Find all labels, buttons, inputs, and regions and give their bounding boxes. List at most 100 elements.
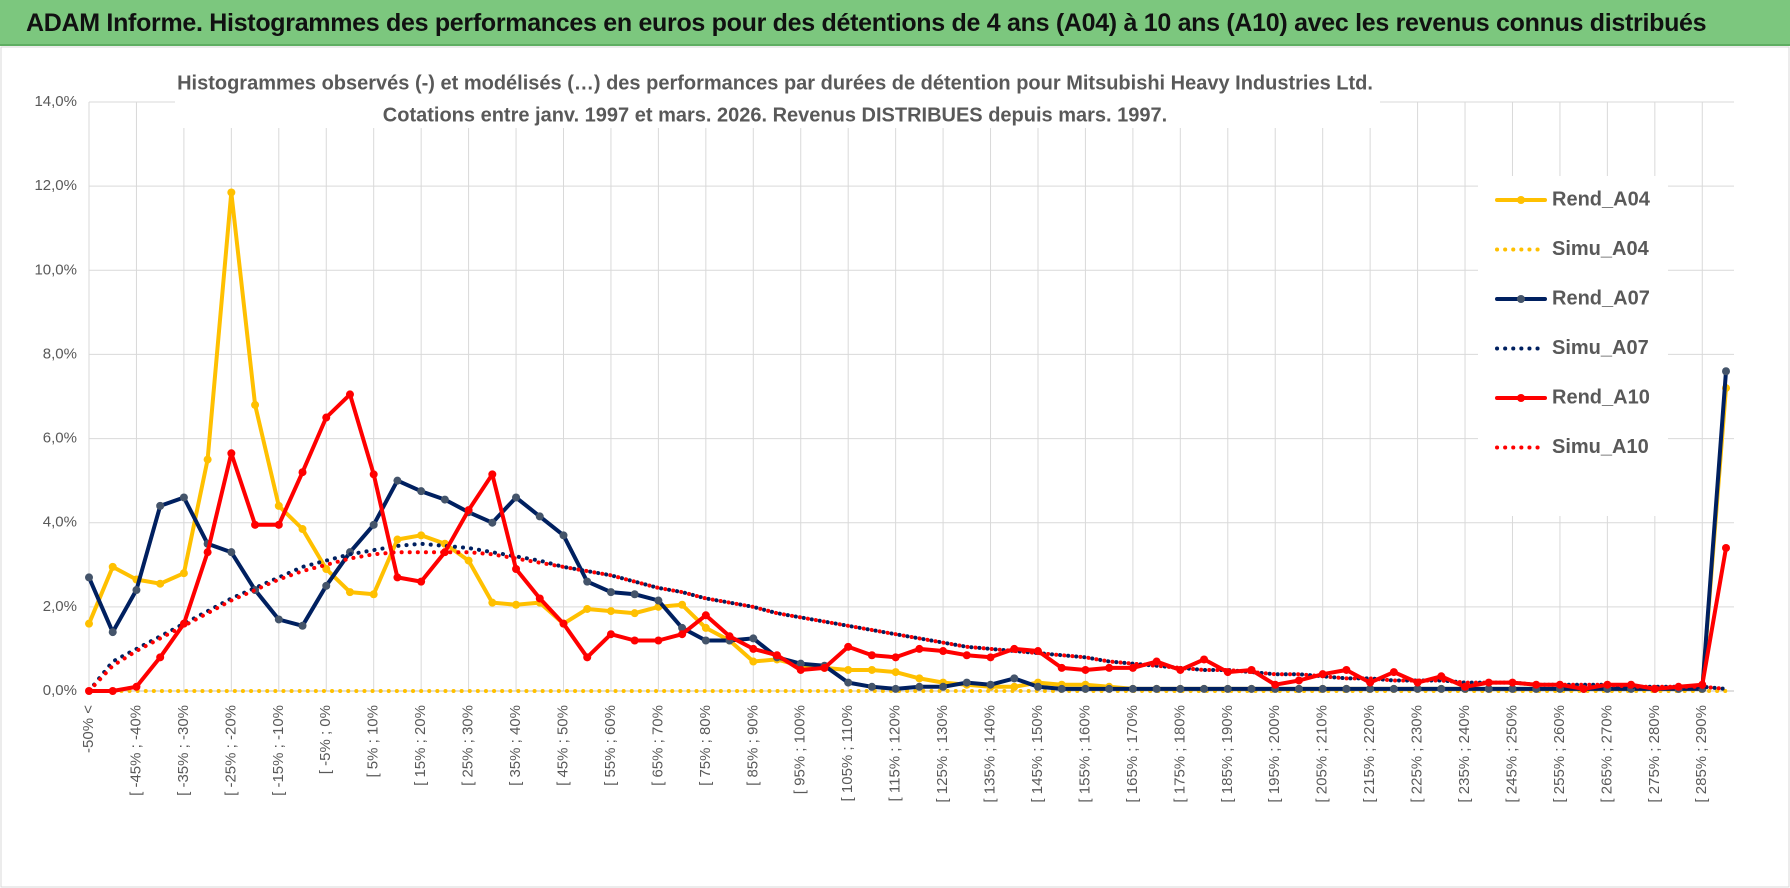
data-point bbox=[1579, 684, 1588, 693]
data-point bbox=[701, 611, 710, 620]
chart-title: Histogrammes observés (-) et modélisés (… bbox=[177, 72, 1373, 94]
x-tick-label: [ 65% ; 70% bbox=[649, 705, 666, 786]
x-tick-label: [ 275% ; 280% bbox=[1646, 705, 1663, 803]
x-tick-label: [ 265% ; 270% bbox=[1598, 705, 1615, 803]
x-tick-label: [ 255% ; 260% bbox=[1551, 705, 1568, 803]
x-tick-label: [ 35% ; 40% bbox=[507, 705, 524, 786]
data-point bbox=[1200, 655, 1209, 664]
data-point bbox=[488, 518, 497, 527]
data-point bbox=[867, 651, 876, 660]
data-point bbox=[417, 487, 426, 496]
data-point bbox=[132, 586, 141, 595]
data-point bbox=[630, 590, 639, 599]
header: ADAM Informe. Histogrammes des performan… bbox=[0, 0, 1790, 46]
y-tick-label: 12,0% bbox=[34, 177, 77, 194]
data-point bbox=[1437, 684, 1446, 693]
data-point bbox=[796, 659, 805, 668]
data-point bbox=[132, 682, 141, 691]
data-point bbox=[986, 680, 995, 689]
data-point bbox=[1010, 674, 1019, 683]
data-point bbox=[417, 577, 426, 586]
data-point bbox=[749, 634, 758, 643]
data-point bbox=[606, 588, 615, 597]
data-point bbox=[1105, 663, 1114, 672]
x-tick-label: [ -15% ; -10% bbox=[270, 705, 287, 796]
x-tick-label: [ 245% ; 250% bbox=[1503, 705, 1520, 803]
data-point bbox=[1366, 684, 1375, 693]
data-point bbox=[820, 663, 829, 672]
data-point bbox=[559, 531, 568, 540]
data-point bbox=[512, 564, 521, 573]
x-tick-label: [ 165% ; 170% bbox=[1124, 705, 1141, 803]
data-point bbox=[773, 651, 782, 660]
data-point bbox=[749, 657, 758, 666]
data-point bbox=[440, 548, 449, 557]
legend: Rend_A04 Simu_A04 Rend_A07 Simu_A07 Rend_A10… bbox=[1478, 176, 1668, 516]
data-point bbox=[939, 647, 948, 656]
data-point bbox=[298, 621, 307, 630]
data-point bbox=[535, 512, 544, 521]
title-backdrop bbox=[175, 68, 1380, 128]
data-point bbox=[179, 569, 188, 578]
data-point bbox=[203, 455, 212, 464]
data-point bbox=[345, 390, 354, 399]
data-point bbox=[1152, 657, 1161, 666]
data-point bbox=[369, 520, 378, 529]
data-point bbox=[1105, 684, 1114, 693]
series-line bbox=[87, 541, 1728, 693]
legend-label: Simu_A07 bbox=[1552, 337, 1649, 359]
data-point bbox=[179, 493, 188, 502]
data-point bbox=[156, 501, 165, 510]
x-tick-label: [ 135% ; 140% bbox=[982, 705, 999, 803]
data-point bbox=[749, 644, 758, 653]
data-point bbox=[606, 607, 615, 616]
data-point bbox=[1484, 678, 1493, 687]
data-point bbox=[1389, 668, 1398, 677]
y-tick-label: 14,0% bbox=[34, 93, 77, 110]
data-point bbox=[1294, 684, 1303, 693]
data-point bbox=[1010, 682, 1019, 691]
data-point bbox=[369, 470, 378, 479]
y-tick-label: 4,0% bbox=[43, 514, 77, 531]
data-point bbox=[1200, 684, 1209, 693]
data-point bbox=[1223, 684, 1232, 693]
x-tick-label: [ 115% ; 120% bbox=[887, 705, 904, 801]
data-point bbox=[701, 623, 710, 632]
data-point bbox=[274, 520, 283, 529]
data-point bbox=[227, 188, 236, 197]
data-point bbox=[962, 651, 971, 660]
data-point bbox=[678, 623, 687, 632]
x-tick-label: [ 235% ; 240% bbox=[1456, 705, 1473, 803]
data-point bbox=[654, 636, 663, 645]
data-point bbox=[1081, 684, 1090, 693]
header-title: ADAM Informe. Histogrammes des performan… bbox=[26, 9, 1707, 37]
data-point bbox=[962, 678, 971, 687]
x-tick-label: [ -5% ; 0% bbox=[317, 705, 334, 774]
legend-marker bbox=[1517, 196, 1525, 204]
data-point bbox=[512, 493, 521, 502]
x-tick-label: [ -25% ; -20% bbox=[222, 705, 239, 796]
x-tick-label: [ 195% ; 200% bbox=[1266, 705, 1283, 803]
data-point bbox=[1555, 680, 1564, 689]
legend-label: Rend_A10 bbox=[1552, 386, 1650, 408]
data-point bbox=[440, 495, 449, 504]
data-point bbox=[1152, 684, 1161, 693]
data-point bbox=[464, 556, 473, 565]
x-tick-label: [ 215% ; 220% bbox=[1361, 705, 1378, 803]
data-point bbox=[867, 665, 876, 674]
data-point bbox=[1342, 684, 1351, 693]
data-point bbox=[867, 682, 876, 691]
data-point bbox=[1366, 678, 1375, 687]
legend-label: Rend_A04 bbox=[1552, 188, 1651, 210]
data-point bbox=[227, 449, 236, 458]
data-point bbox=[1722, 367, 1730, 376]
data-point bbox=[1128, 684, 1137, 693]
x-tick-label: [ 75% ; 80% bbox=[697, 705, 714, 786]
data-point bbox=[1176, 684, 1185, 693]
data-point bbox=[1532, 680, 1541, 689]
data-point bbox=[1033, 682, 1042, 691]
data-point bbox=[915, 644, 924, 653]
legend-marker bbox=[1517, 394, 1525, 402]
data-point bbox=[654, 596, 663, 605]
